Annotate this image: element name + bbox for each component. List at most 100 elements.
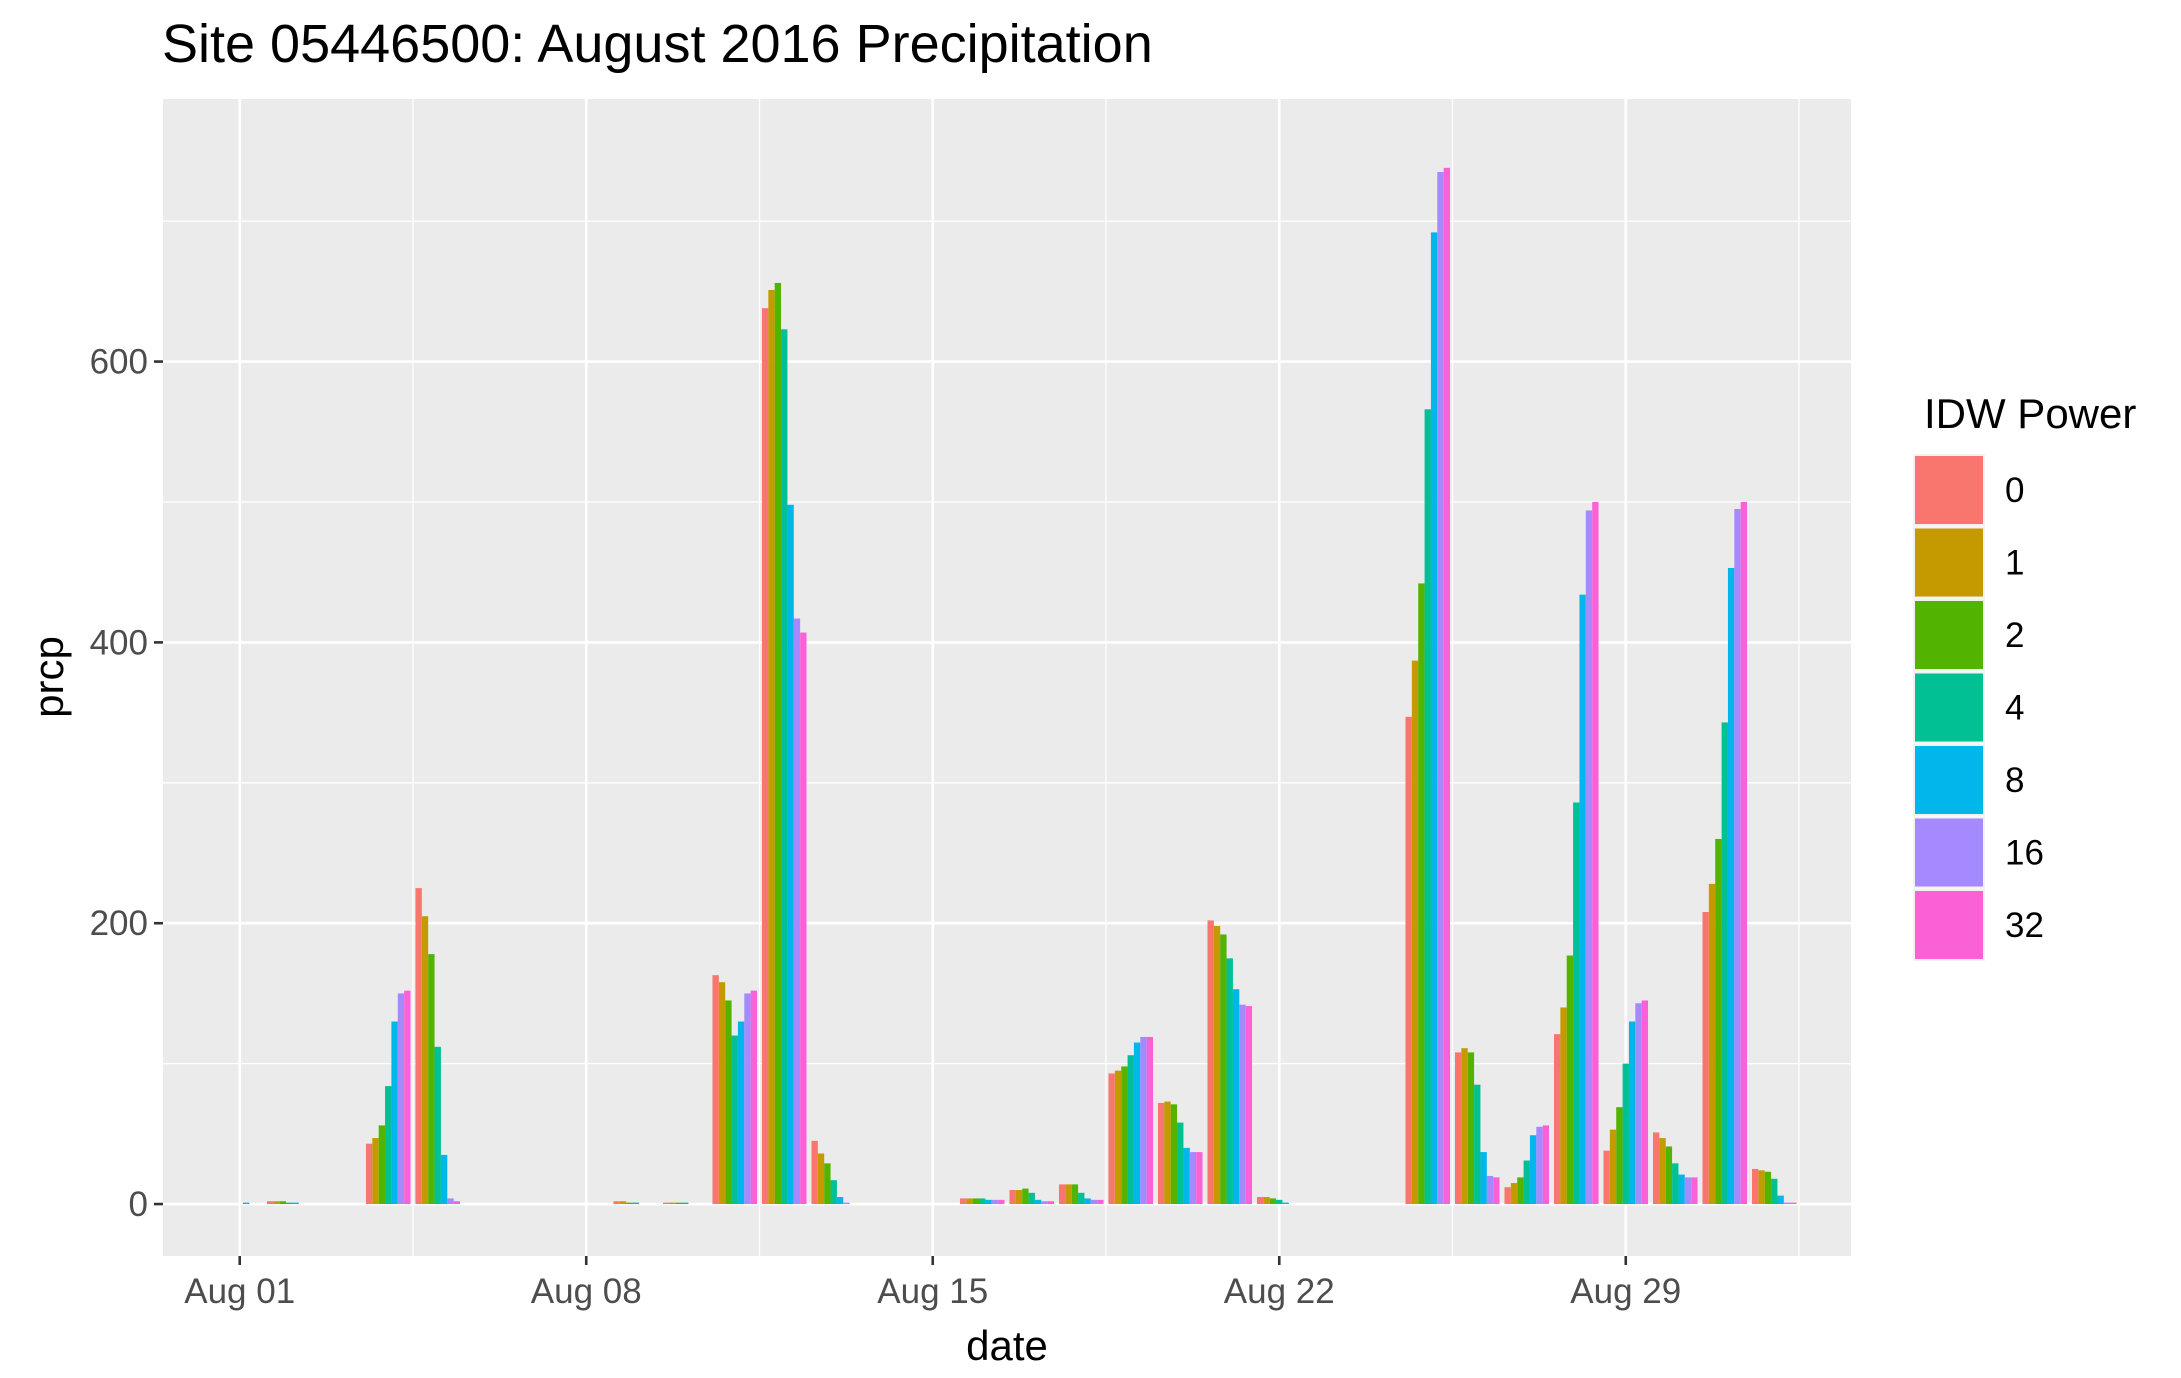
bar-aug-16-power-32 bbox=[998, 1199, 1005, 1205]
bar-aug-27-power-32 bbox=[1542, 1125, 1550, 1205]
bar-aug-09-power-2 bbox=[626, 1202, 633, 1205]
chart-title: Site 05446500: August 2016 Precipitation bbox=[162, 14, 1153, 74]
bar-aug-30-power-32 bbox=[1691, 1177, 1698, 1205]
bar-aug-02-power-8 bbox=[292, 1202, 299, 1205]
bar-aug-12-power-0 bbox=[761, 308, 769, 1205]
bar-aug-11-power-2 bbox=[725, 1000, 732, 1205]
bar-aug-32-power-2 bbox=[1764, 1171, 1772, 1205]
bar-aug-26-power-4 bbox=[1474, 1084, 1481, 1205]
bar-aug-13-power-1 bbox=[817, 1153, 825, 1205]
bar-aug-09-power-1 bbox=[619, 1201, 627, 1205]
legend-swatch-power-4 bbox=[1915, 673, 1983, 742]
bar-aug-12-power-16 bbox=[793, 618, 801, 1205]
bar-aug-27-power-1 bbox=[1510, 1182, 1518, 1205]
bar-aug-11-power-4 bbox=[731, 1035, 738, 1205]
y-axis-title: prcp bbox=[25, 636, 72, 718]
bar-aug-09-power-0 bbox=[613, 1201, 620, 1205]
bar-aug-16-power-8 bbox=[985, 1199, 992, 1205]
bar-aug-22-power-1 bbox=[1263, 1197, 1270, 1205]
bar-aug-31-power-0 bbox=[1702, 911, 1709, 1205]
bar-aug-13-power-0 bbox=[811, 1140, 818, 1205]
bar-aug-10-power-4 bbox=[682, 1202, 689, 1205]
bar-aug-16-power-0 bbox=[959, 1198, 967, 1205]
bar-aug-19-power-1 bbox=[1114, 1070, 1122, 1205]
bar-aug-18-power-2 bbox=[1071, 1184, 1079, 1205]
bar-aug-21-power-1 bbox=[1213, 926, 1221, 1205]
bar-aug-20-power-4 bbox=[1177, 1122, 1184, 1205]
bar-aug-20-power-8 bbox=[1183, 1147, 1190, 1205]
legend-swatch-power-1 bbox=[1915, 528, 1983, 597]
x-tick-label: Aug 29 bbox=[1570, 1272, 1681, 1311]
bar-aug-28-power-8 bbox=[1579, 594, 1586, 1205]
bar-aug-29-power-4 bbox=[1622, 1063, 1629, 1205]
bar-aug-30-power-8 bbox=[1678, 1174, 1685, 1205]
x-axis: Aug 01 Aug 08 Aug 15 Aug 22 Aug 29 bbox=[184, 1256, 1681, 1311]
x-tick-label: Aug 15 bbox=[877, 1272, 988, 1311]
bar-aug-20-power-32 bbox=[1196, 1152, 1203, 1205]
bar-aug-31-power-4 bbox=[1721, 722, 1728, 1205]
legend-label-power-8: 8 bbox=[2005, 761, 2024, 800]
bar-aug-16-power-4 bbox=[979, 1198, 986, 1205]
bar-aug-04-power-8 bbox=[391, 1021, 398, 1205]
bar-aug-31-power-16 bbox=[1734, 509, 1741, 1205]
bar-aug-25-power-0 bbox=[1405, 716, 1412, 1205]
y-tick-label: 600 bbox=[90, 343, 148, 382]
bar-aug-21-power-0 bbox=[1207, 920, 1214, 1205]
bar-aug-26-power-1 bbox=[1461, 1048, 1468, 1205]
bar-aug-29-power-0 bbox=[1603, 1150, 1610, 1205]
bar-aug-31-power-8 bbox=[1727, 567, 1735, 1205]
bar-aug-13-power-2 bbox=[824, 1163, 831, 1205]
bar-aug-18-power-8 bbox=[1084, 1198, 1091, 1205]
legend-swatch-power-8 bbox=[1915, 746, 1983, 814]
bar-aug-22-power-8 bbox=[1282, 1202, 1289, 1205]
y-axis: 0 200 400 600 bbox=[90, 343, 163, 1224]
bar-aug-32-power-32 bbox=[1790, 1202, 1797, 1205]
x-axis-title: date bbox=[966, 1322, 1048, 1369]
bar-aug-04-power-2 bbox=[378, 1125, 386, 1205]
bar-aug-19-power-2 bbox=[1121, 1066, 1128, 1205]
bar-aug-05-power-8 bbox=[440, 1154, 448, 1205]
bar-aug-04-power-4 bbox=[385, 1086, 392, 1205]
bar-aug-05-power-16 bbox=[447, 1198, 454, 1205]
bar-aug-02-power-0 bbox=[266, 1201, 274, 1205]
bar-aug-18-power-0 bbox=[1058, 1184, 1066, 1205]
bar-aug-29-power-16 bbox=[1635, 1003, 1642, 1205]
bar-aug-11-power-16 bbox=[744, 993, 751, 1205]
bar-aug-17-power-4 bbox=[1028, 1192, 1035, 1205]
bar-aug-28-power-32 bbox=[1592, 501, 1599, 1205]
bar-aug-11-power-1 bbox=[718, 982, 726, 1205]
bar-aug-05-power-4 bbox=[434, 1046, 441, 1205]
bar-aug-32-power-1 bbox=[1758, 1170, 1765, 1205]
bar-aug-18-power-32 bbox=[1097, 1199, 1104, 1205]
bar-aug-05-power-0 bbox=[415, 888, 422, 1205]
legend-label-power-0: 0 bbox=[2005, 471, 2024, 510]
bar-aug-17-power-16 bbox=[1041, 1201, 1048, 1205]
bar-aug-17-power-2 bbox=[1022, 1188, 1029, 1205]
bar-aug-21-power-2 bbox=[1220, 934, 1227, 1205]
bar-aug-01-power-8 bbox=[242, 1202, 250, 1205]
bar-aug-29-power-2 bbox=[1616, 1107, 1623, 1205]
x-tick-label: Aug 01 bbox=[184, 1272, 295, 1311]
bar-aug-10-power-0 bbox=[662, 1202, 670, 1205]
bar-aug-05-power-32 bbox=[453, 1201, 460, 1205]
bar-aug-32-power-8 bbox=[1777, 1195, 1784, 1205]
bar-aug-27-power-16 bbox=[1536, 1126, 1543, 1205]
bar-aug-02-power-4 bbox=[286, 1202, 293, 1205]
bar-aug-18-power-1 bbox=[1065, 1184, 1072, 1205]
bar-aug-26-power-2 bbox=[1467, 1052, 1475, 1205]
legend-label-power-32: 32 bbox=[2005, 906, 2044, 945]
bar-aug-22-power-4 bbox=[1276, 1199, 1283, 1205]
bar-aug-22-power-0 bbox=[1256, 1197, 1264, 1205]
bar-aug-20-power-2 bbox=[1170, 1104, 1178, 1205]
bar-aug-04-power-1 bbox=[372, 1138, 379, 1205]
bar-aug-26-power-0 bbox=[1454, 1052, 1462, 1205]
bar-aug-04-power-16 bbox=[397, 993, 405, 1205]
legend-label-power-2: 2 bbox=[2005, 616, 2024, 655]
bar-aug-16-power-2 bbox=[972, 1198, 980, 1205]
x-tick-label: Aug 22 bbox=[1224, 1272, 1335, 1311]
bar-aug-29-power-8 bbox=[1628, 1021, 1636, 1205]
legend-label-power-16: 16 bbox=[2005, 834, 2044, 873]
bar-aug-19-power-0 bbox=[1108, 1073, 1115, 1205]
bar-aug-27-power-2 bbox=[1517, 1177, 1524, 1205]
bar-aug-25-power-4 bbox=[1424, 409, 1431, 1205]
